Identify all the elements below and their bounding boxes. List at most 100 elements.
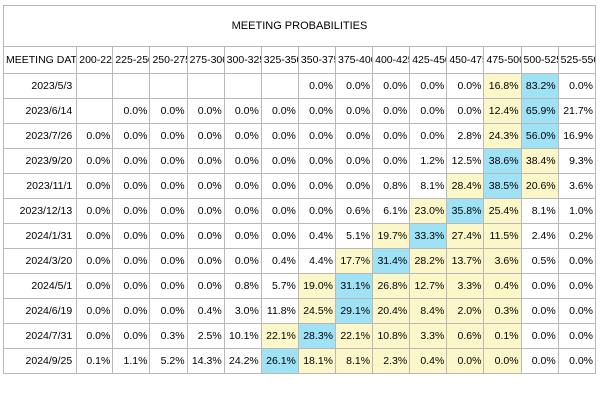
table-row: 2023/12/13 0.0% 0.0% 0.0% 0.0% 0.0% 0.0% 0.0% 0.…: [2, 198, 597, 224]
probability-cell: 23.0%: [409, 198, 448, 224]
probability-cell: 5.2%: [149, 348, 188, 374]
probability-cell: 0.0%: [223, 198, 262, 224]
probability-cell: 0.4%: [409, 348, 448, 374]
probability-cell: 5.1%: [334, 223, 374, 249]
probability-cell: 12.4%: [483, 98, 522, 124]
probability-cell: 2.4%: [520, 223, 559, 249]
probability-cell: 0.0%: [112, 273, 151, 299]
probability-cell: 0.0%: [557, 273, 597, 299]
probability-cell: 3.3%: [409, 323, 448, 349]
probability-cell: 12.7%: [409, 273, 448, 299]
column-header: 325-350: [260, 46, 299, 74]
column-header: 300-325: [223, 46, 262, 74]
column-header: 250-275: [149, 46, 188, 74]
probability-cell: [260, 73, 299, 99]
column-header: 350-375: [297, 46, 337, 74]
probability-cell: 0.0%: [149, 248, 188, 274]
table-body: 2023/5/3 0.0% 0.0% 0.0% 0.0% 0.0% 16.8% 83.2% 0.…: [2, 73, 597, 374]
probability-cell: 0.0%: [223, 248, 262, 274]
probability-cell: 0.0%: [557, 73, 597, 99]
probability-cell: 35.8%: [446, 198, 485, 224]
meeting-date-cell: 2024/3/20: [2, 248, 78, 274]
probability-cell: 0.0%: [297, 98, 337, 124]
probability-cell: 3.0%: [223, 298, 262, 324]
probability-cell: 2.5%: [186, 323, 225, 349]
probability-cell: 0.0%: [186, 223, 225, 249]
column-header: 525-550: [557, 46, 597, 74]
probability-cell: 0.0%: [372, 73, 411, 99]
probability-cell: 0.0%: [223, 148, 262, 174]
probability-cell: 0.0%: [297, 198, 337, 224]
probability-cell: 0.0%: [223, 223, 262, 249]
probability-cell: 0.0%: [112, 98, 151, 124]
meeting-date-cell: 2023/12/13: [2, 198, 78, 224]
probability-cell: 16.9%: [557, 123, 597, 149]
probability-cell: 0.6%: [334, 198, 374, 224]
probability-cell: [112, 73, 151, 99]
probability-cell: 0.0%: [223, 173, 262, 199]
probability-cell: 8.1%: [520, 198, 559, 224]
probability-cell: 3.6%: [483, 248, 522, 274]
table-title: MEETING PROBABILITIES: [3, 5, 596, 47]
probability-cell: 31.1%: [334, 273, 374, 299]
probability-cell: 24.3%: [483, 123, 522, 149]
probability-cell: [76, 98, 114, 124]
probability-cell: 0.0%: [446, 98, 485, 124]
probability-cell: 0.0%: [76, 223, 114, 249]
probability-cell: 83.2%: [520, 73, 559, 99]
column-header: 275-300: [186, 46, 225, 74]
probability-cell: 0.0%: [76, 148, 114, 174]
probability-cell: 8.4%: [409, 298, 448, 324]
probability-cell: 13.7%: [446, 248, 485, 274]
title-row: MEETING PROBABILITIES: [3, 5, 596, 47]
probability-cell: 0.0%: [149, 298, 188, 324]
probability-cell: 0.0%: [149, 148, 188, 174]
probability-cell: 22.1%: [334, 323, 374, 349]
column-header: 475-500: [483, 46, 522, 74]
probability-cell: 5.7%: [260, 273, 299, 299]
probability-cell: 0.0%: [149, 98, 188, 124]
column-header: 225-250: [112, 46, 151, 74]
probability-cell: 0.1%: [483, 323, 522, 349]
probability-cell: 0.0%: [112, 198, 151, 224]
probability-cell: 38.6%: [483, 148, 522, 174]
probability-cell: 0.5%: [520, 248, 559, 274]
probability-cell: 0.0%: [76, 173, 114, 199]
probability-cell: 0.0%: [149, 273, 188, 299]
table-row: 2024/5/1 0.0% 0.0% 0.0% 0.0% 0.8% 5.7% 19.0% 31.…: [2, 273, 597, 299]
meeting-date-cell: 2023/6/14: [2, 98, 78, 124]
probability-cell: 0.0%: [112, 173, 151, 199]
column-header: 400-425: [372, 46, 411, 74]
probability-cell: 56.0%: [520, 123, 559, 149]
probability-cell: 2.8%: [446, 123, 485, 149]
probability-cell: 0.0%: [186, 173, 225, 199]
probability-cell: 0.0%: [76, 123, 114, 149]
probability-cell: 0.0%: [372, 148, 411, 174]
probability-cell: 0.1%: [76, 348, 114, 374]
probability-cell: 0.0%: [409, 73, 448, 99]
probability-cell: 0.0%: [297, 173, 337, 199]
probability-cell: 0.0%: [372, 98, 411, 124]
probability-cell: 10.8%: [372, 323, 411, 349]
probability-cell: 0.4%: [297, 223, 337, 249]
probability-cell: 0.3%: [483, 298, 522, 324]
probability-cell: 21.7%: [557, 98, 597, 124]
probability-cell: 0.0%: [334, 123, 374, 149]
probability-cell: 0.0%: [223, 123, 262, 149]
probability-cell: 25.4%: [483, 198, 522, 224]
probability-cell: 0.0%: [334, 148, 374, 174]
probability-cell: 31.4%: [372, 248, 411, 274]
table-row: 2023/5/3 0.0% 0.0% 0.0% 0.0% 0.0% 16.8% 83.2% 0.…: [2, 73, 597, 99]
meeting-date-cell: 2024/5/1: [2, 273, 78, 299]
probability-cell: 0.0%: [334, 73, 374, 99]
probability-cell: 0.0%: [260, 173, 299, 199]
table-row: 2024/7/31 0.0% 0.0% 0.3% 2.5% 10.1% 22.1% 28.3%…: [2, 323, 597, 349]
probability-cell: 0.0%: [112, 148, 151, 174]
probability-cell: 0.4%: [186, 298, 225, 324]
meeting-date-cell: 2024/6/19: [2, 298, 78, 324]
probability-cell: 0.0%: [76, 298, 114, 324]
probability-cell: 0.0%: [409, 123, 448, 149]
probability-cell: 2.0%: [446, 298, 485, 324]
probability-cell: 0.0%: [260, 123, 299, 149]
probability-cell: 0.6%: [446, 323, 485, 349]
